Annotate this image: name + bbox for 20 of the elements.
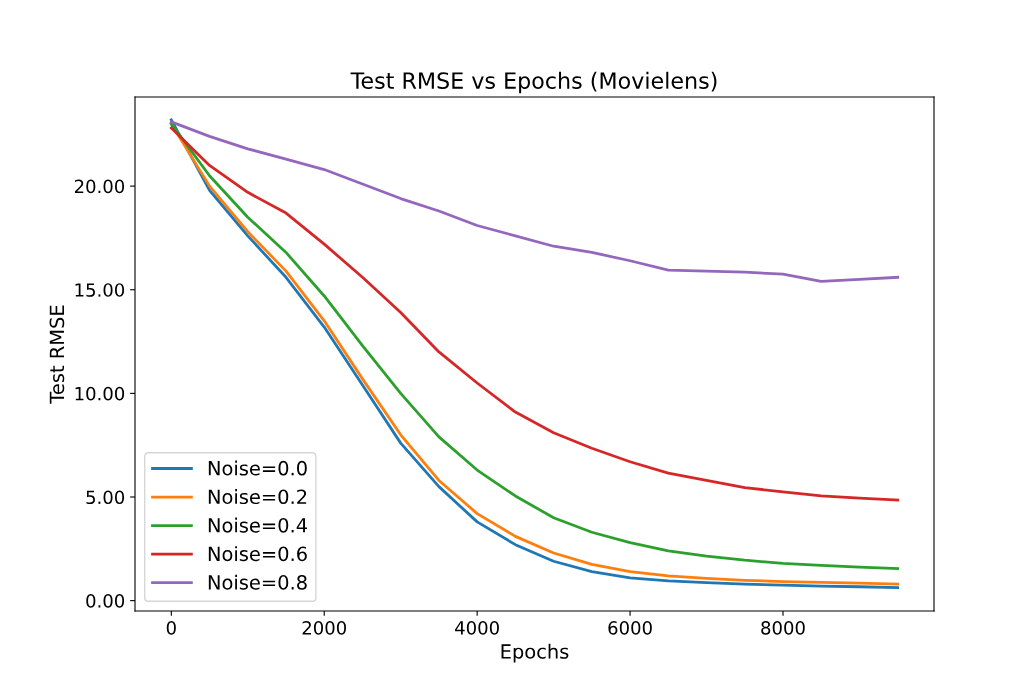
- x-axis-title: Epochs: [501, 643, 569, 663]
- x-tick-label: 4000: [455, 621, 499, 635]
- y-tick-label: 15.00: [75, 283, 125, 297]
- legend-label: Noise=0.6: [208, 546, 307, 562]
- x-tick-label: 0: [166, 621, 176, 635]
- line-series: [169, 120, 900, 283]
- y-tick-label: 5.00: [86, 490, 125, 505]
- x-tick-label: 8000: [761, 621, 805, 635]
- y-tick-label: 0.00: [86, 594, 125, 608]
- legend-label: Noise=0.8: [208, 574, 307, 590]
- legend-label: Noise=0.4: [208, 517, 308, 533]
- line-series: [169, 126, 900, 502]
- x-tick-label: 2000: [302, 621, 347, 635]
- y-tick-label: 20.00: [74, 179, 125, 194]
- legend-label: Noise=0.0: [208, 460, 307, 476]
- legend-label: Noise=0.2: [208, 489, 307, 505]
- x-tick-label: 6000: [608, 621, 652, 635]
- y-axis-title: Test RMSE: [49, 305, 65, 404]
- chart-title: Test RMSE vs Epochs (Movielens): [350, 71, 717, 94]
- y-tick-label: 10.00: [75, 386, 125, 401]
